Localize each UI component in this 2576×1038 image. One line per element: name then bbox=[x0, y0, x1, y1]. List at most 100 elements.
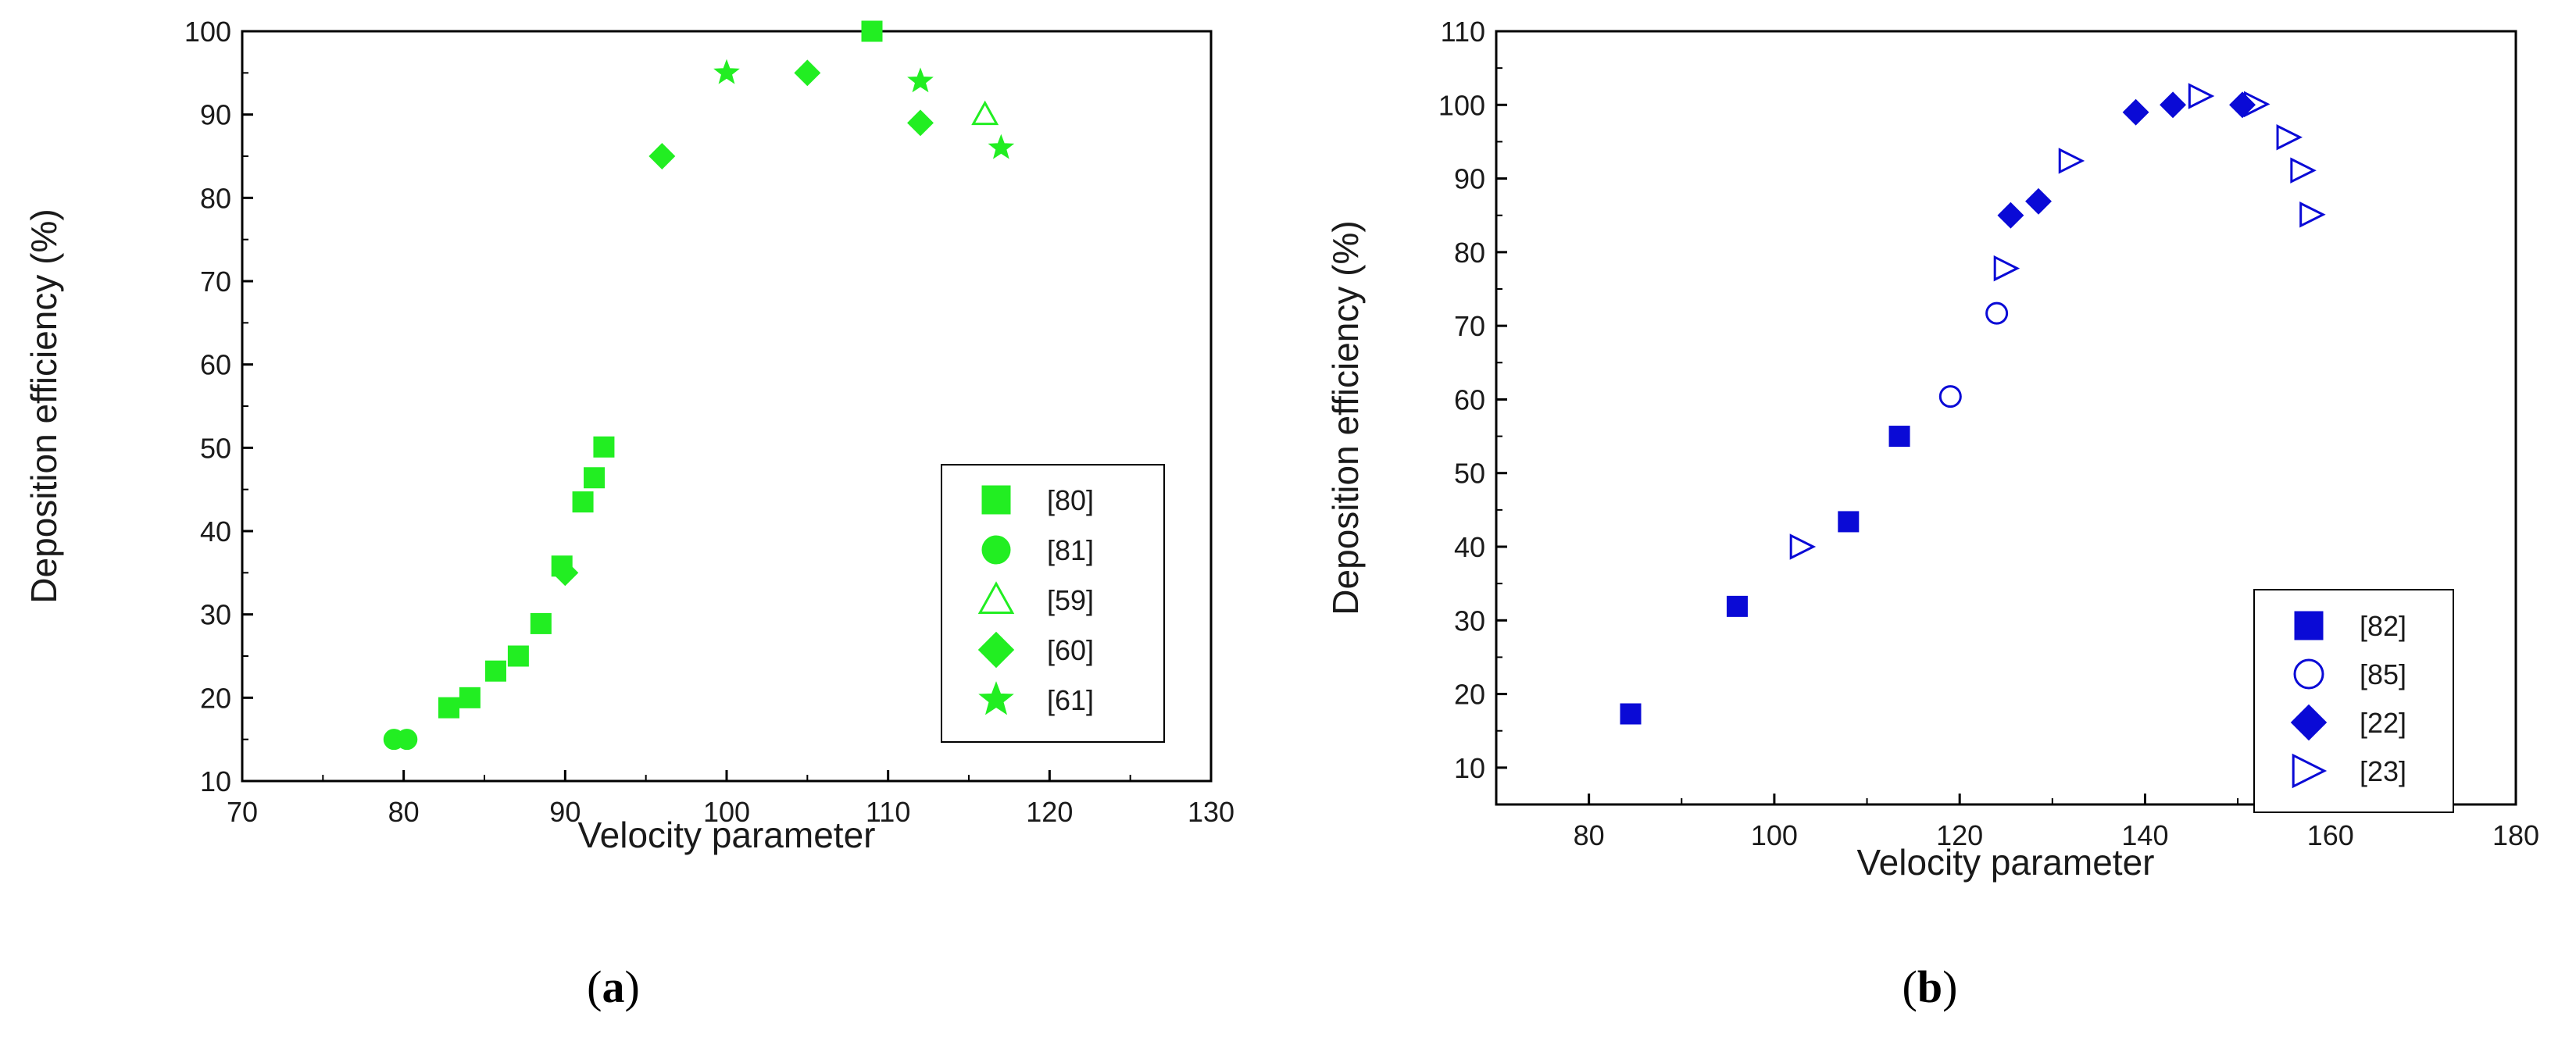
series-b-3 bbox=[1789, 83, 2326, 560]
data-point-a-0-1 bbox=[459, 687, 481, 708]
legend-marker-a-1 bbox=[981, 535, 1011, 565]
legend-marker-a-3 bbox=[977, 631, 1015, 669]
x-tick-label-a-80: 80 bbox=[388, 796, 420, 828]
legend-marker-a-0 bbox=[981, 485, 1011, 515]
y-tick-label-a-50: 50 bbox=[200, 432, 231, 464]
data-point-a-4-1 bbox=[907, 67, 934, 93]
data-point-b-3-7 bbox=[2299, 202, 2326, 228]
y-tick-label-b-10: 10 bbox=[1454, 752, 1485, 784]
data-point-a-3-2 bbox=[794, 59, 821, 87]
y-tick-label-a-70: 70 bbox=[200, 266, 231, 298]
series-a-2 bbox=[971, 100, 999, 126]
series-b-0 bbox=[1620, 426, 1910, 725]
legend-label-b-0: [82] bbox=[2360, 610, 2406, 642]
y-axis-title-b: Deposition efficiency (%) bbox=[1325, 220, 1366, 615]
x-tick-label-b-100: 100 bbox=[1751, 819, 1798, 851]
y-tick-label-b-40: 40 bbox=[1454, 531, 1485, 563]
x-tick-label-b-140: 140 bbox=[2121, 819, 2168, 851]
data-point-b-2-4 bbox=[2229, 91, 2256, 119]
data-point-b-1-1 bbox=[1985, 301, 2009, 325]
data-point-b-3-0 bbox=[1789, 533, 1817, 560]
data-point-a-0-9 bbox=[861, 20, 883, 42]
data-point-b-3-1 bbox=[1993, 255, 2020, 282]
legend-label-a-2: [59] bbox=[1047, 584, 1094, 616]
data-point-b-1-0 bbox=[1938, 385, 1962, 408]
data-point-a-0-7 bbox=[584, 467, 606, 489]
y-tick-label-b-90: 90 bbox=[1454, 163, 1485, 195]
x-tick-label-a-90: 90 bbox=[549, 796, 581, 828]
x-tick-label-b-80: 80 bbox=[1574, 819, 1605, 851]
x-tick-label-a-130: 130 bbox=[1188, 796, 1234, 828]
x-axis-title-a: Velocity parameter bbox=[578, 815, 876, 855]
legend-marker-b-1 bbox=[2293, 658, 2324, 690]
series-a-3 bbox=[552, 59, 934, 587]
data-point-b-3-5 bbox=[2276, 124, 2303, 151]
legend-label-a-3: [60] bbox=[1047, 634, 1094, 666]
data-point-b-2-3 bbox=[2160, 91, 2187, 119]
y-tick-label-a-20: 20 bbox=[200, 682, 231, 714]
y-tick-label-a-80: 80 bbox=[200, 182, 231, 214]
x-tick-label-b-120: 120 bbox=[1936, 819, 1983, 851]
x-tick-label-b-180: 180 bbox=[2492, 819, 2539, 851]
panel-label-a: (a) bbox=[587, 961, 640, 1012]
data-point-a-1-1 bbox=[396, 729, 418, 751]
y-tick-label-b-50: 50 bbox=[1454, 458, 1485, 490]
x-tick-label-b-160: 160 bbox=[2307, 819, 2354, 851]
data-point-b-3-2 bbox=[2058, 148, 2085, 174]
data-point-a-0-6 bbox=[572, 491, 594, 513]
data-point-a-0-3 bbox=[507, 645, 529, 667]
x-tick-label-a-110: 110 bbox=[866, 796, 910, 828]
x-tick-label-a-100: 100 bbox=[703, 796, 750, 828]
data-point-a-0-0 bbox=[438, 697, 460, 719]
legend-label-b-3: [23] bbox=[2360, 755, 2406, 787]
y-tick-label-a-60: 60 bbox=[200, 349, 231, 381]
data-point-b-0-0 bbox=[1620, 703, 1642, 725]
series-b-1 bbox=[1938, 301, 2009, 408]
y-tick-label-a-30: 30 bbox=[200, 599, 231, 631]
chart-panel-b: 80 100 120 140 160 180 10 20 30 40 50 60 70 80 90 100 11… bbox=[1325, 16, 2539, 1012]
chart-panel-a: 70 80 90 100 110 120 130102030405060708090100 … bbox=[23, 16, 1234, 1012]
legend-box-a bbox=[941, 464, 1165, 743]
y-tick-label-a-10: 10 bbox=[200, 765, 231, 797]
legend-marker-b-2 bbox=[2290, 704, 2328, 741]
series-a-0 bbox=[438, 20, 883, 719]
y-tick-label-b-70: 70 bbox=[1454, 310, 1485, 342]
data-point-a-0-2 bbox=[484, 660, 506, 682]
x-tick-label-a-120: 120 bbox=[1026, 796, 1073, 828]
plot-frame-b bbox=[1495, 30, 2517, 806]
legend-marker-b-3 bbox=[2292, 753, 2328, 789]
legend-marker-a-4 bbox=[978, 681, 1014, 715]
legend-label-b-1: [85] bbox=[2360, 658, 2406, 690]
data-point-b-2-2 bbox=[2122, 98, 2149, 126]
data-point-b-2-1 bbox=[2025, 187, 2052, 215]
x-axis-title-b: Velocity parameter bbox=[1857, 842, 2155, 883]
data-point-a-0-4 bbox=[530, 612, 552, 634]
data-point-b-3-3 bbox=[2188, 83, 2215, 109]
y-tick-label-b-20: 20 bbox=[1454, 679, 1485, 711]
data-point-a-0-8 bbox=[593, 436, 615, 458]
y-tick-label-a-90: 90 bbox=[200, 99, 231, 131]
legend-marker-b-0 bbox=[2294, 611, 2324, 640]
x-tick-label-a-70: 70 bbox=[227, 796, 258, 828]
data-point-b-0-1 bbox=[1726, 595, 1748, 617]
legend-label-a-4: [61] bbox=[1047, 684, 1094, 716]
legend-box-b bbox=[2253, 589, 2454, 813]
series-b-2 bbox=[1997, 91, 2256, 229]
legend-label-a-0: [80] bbox=[1047, 484, 1094, 516]
data-point-b-3-6 bbox=[2290, 157, 2317, 184]
y-tick-label-b-30: 30 bbox=[1454, 605, 1485, 637]
data-point-a-4-0 bbox=[713, 59, 740, 84]
legend-marker-a-2 bbox=[977, 581, 1015, 615]
data-point-a-2-0 bbox=[971, 100, 999, 126]
data-point-a-3-1 bbox=[648, 143, 676, 169]
data-point-b-0-2 bbox=[1838, 511, 1860, 533]
y-tick-label-b-110: 110 bbox=[1441, 16, 1485, 48]
series-a-1 bbox=[383, 729, 418, 751]
y-tick-label-a-40: 40 bbox=[200, 515, 231, 548]
y-tick-label-b-80: 80 bbox=[1454, 237, 1485, 269]
data-point-b-3-4 bbox=[2244, 91, 2271, 118]
y-axis-title-a: Deposition efficiency (%) bbox=[23, 209, 64, 603]
y-tick-label-a-100: 100 bbox=[184, 16, 231, 48]
legend-label-b-2: [22] bbox=[2360, 707, 2406, 739]
